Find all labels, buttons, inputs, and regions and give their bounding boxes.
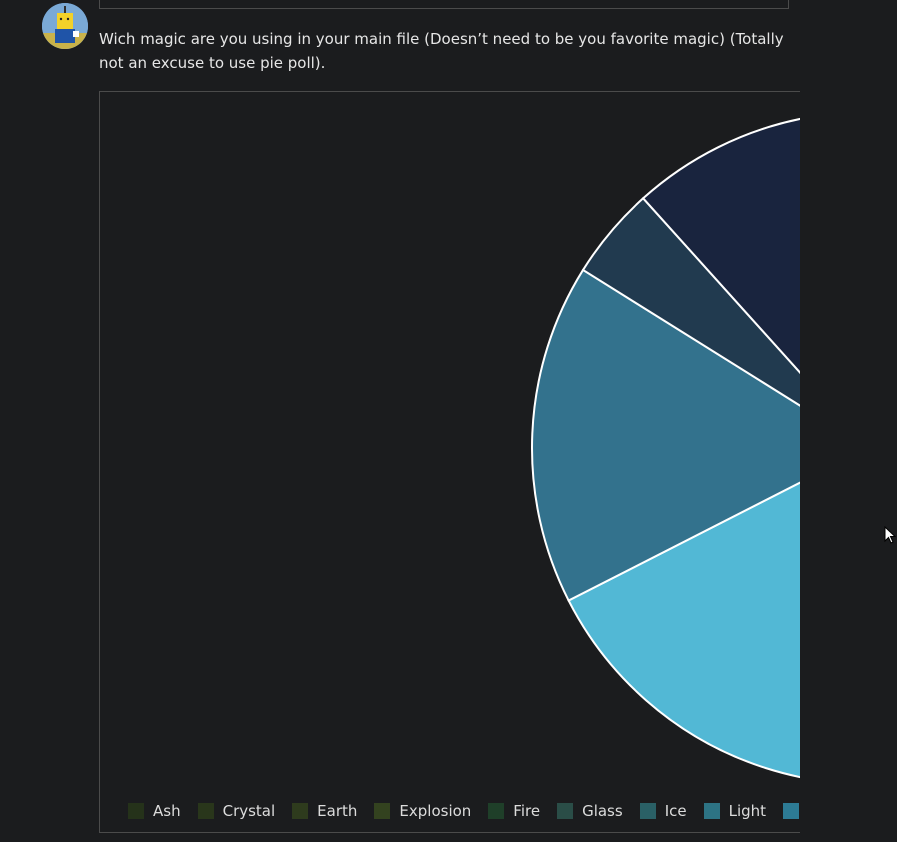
pie-slice-fire[interactable] bbox=[641, 117, 800, 448]
mouse-cursor-icon bbox=[884, 526, 897, 544]
legend-swatch bbox=[128, 803, 144, 819]
legend-item-glass[interactable]: Glass bbox=[557, 802, 623, 820]
legend-swatch bbox=[488, 803, 505, 819]
legend-item-explosion[interactable]: Explosion bbox=[374, 802, 471, 820]
legend-swatch bbox=[639, 803, 656, 819]
legend-swatch bbox=[197, 803, 214, 819]
legend-swatch bbox=[703, 803, 720, 819]
chart-legend: Ash Crystal Earth Explosion Fire Glass Ice Ligh… bbox=[128, 802, 800, 820]
avatar-image bbox=[42, 3, 88, 49]
legend-label: Glass bbox=[582, 802, 623, 820]
pie-slice-light[interactable] bbox=[567, 290, 800, 784]
pie-chart bbox=[531, 117, 800, 784]
legend-label: Crystal bbox=[222, 802, 276, 820]
legend-swatch bbox=[374, 803, 391, 819]
legend-swatch bbox=[292, 803, 309, 819]
legend-item-li[interactable]: Li bbox=[783, 802, 800, 820]
legend-swatch bbox=[557, 803, 574, 819]
legend-item-earth[interactable]: Earth bbox=[292, 802, 357, 820]
poll-chart-container: Ash Crystal Earth Explosion Fire Glass Ice Ligh… bbox=[99, 91, 800, 833]
pie-slice-ice[interactable] bbox=[531, 268, 800, 602]
poll-question: Wich magic are you using in your main fi… bbox=[99, 30, 784, 72]
legend-item-ice[interactable]: Ice bbox=[639, 802, 687, 820]
previous-post-box bbox=[99, 0, 789, 9]
legend-label: Earth bbox=[317, 802, 358, 820]
legend-label: Fire bbox=[513, 802, 541, 820]
legend-label: Explosion bbox=[399, 802, 472, 820]
legend-label: Ash bbox=[153, 802, 181, 820]
legend-label: Ice bbox=[664, 802, 687, 820]
legend-item-light[interactable]: Light bbox=[703, 802, 767, 820]
legend-label: Light bbox=[728, 802, 767, 820]
user-avatar[interactable] bbox=[42, 3, 88, 49]
legend-swatch bbox=[783, 803, 800, 819]
legend-item-crystal[interactable]: Crystal bbox=[197, 802, 276, 820]
legend-item-ash[interactable]: Ash bbox=[128, 802, 181, 820]
legend-item-fire[interactable]: Fire bbox=[488, 802, 540, 820]
